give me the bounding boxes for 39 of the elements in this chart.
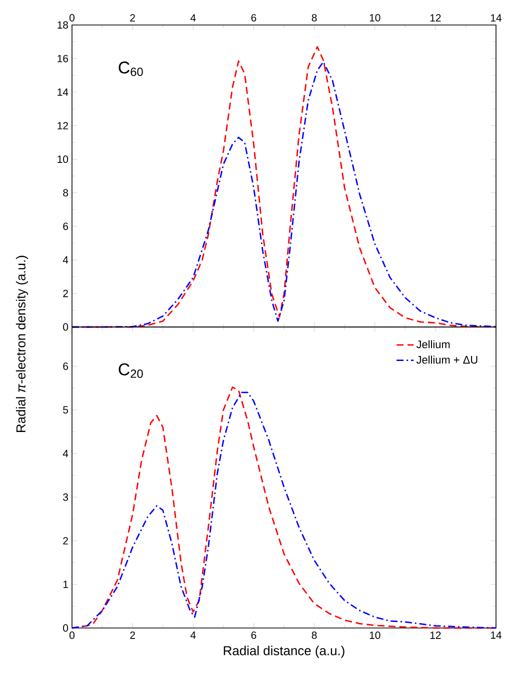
y-tick-label: 6 (63, 222, 68, 230)
x-tick-label: 6 (251, 632, 256, 639)
y-tick-label: 12 (58, 122, 68, 130)
x-tick-label: 4 (190, 632, 196, 639)
y-tick-label: 10 (58, 156, 68, 163)
y-tick-label: 16 (58, 54, 68, 62)
x-tick-label: 12 (430, 14, 441, 22)
x-tick-label: 14 (490, 632, 502, 639)
y-tick-label: 18 (58, 21, 68, 29)
x-tick-label: 10 (370, 632, 380, 639)
x-tick-label: 0 (70, 632, 74, 639)
x-tick-label: 12 (430, 632, 441, 639)
y-tick-label: 2 (63, 290, 68, 298)
x-tick-label: 10 (370, 14, 380, 22)
legend-label: Jellium (416, 340, 450, 348)
y-tick-label: 4 (62, 256, 68, 264)
y-tick-label: 6 (63, 362, 68, 370)
x-tick-label: 8 (312, 632, 317, 639)
annotation: C$_{60}$ (118, 62, 143, 76)
y-axis-title: Radial π-electron density (a.u.) (16, 256, 28, 432)
y-tick-label: 0 (63, 624, 68, 632)
y-tick-label: 14 (58, 88, 68, 96)
x-axis-title: Radial distance (a.u.) (224, 646, 344, 658)
y-tick-label: 5 (63, 406, 68, 414)
y-tick-label: 1 (63, 580, 68, 588)
annotation: C$_{20}$ (118, 363, 143, 378)
x-tick-label: 8 (312, 14, 317, 22)
y-tick-label: 8 (63, 189, 68, 196)
y-tick-label: 4 (62, 450, 68, 458)
x-tick-label: 6 (251, 14, 256, 22)
x-tick-label: 0 (70, 14, 74, 22)
legend-label: Jellium + ΔU (416, 356, 478, 364)
x-tick-label: 14 (490, 14, 502, 22)
y-tick-label: 0 (63, 323, 68, 331)
y-tick-label: 3 (63, 493, 68, 501)
y-tick-label: 2 (63, 537, 68, 544)
x-tick-label: 4 (190, 14, 196, 22)
x-tick-label: 2 (130, 14, 135, 22)
x-tick-label: 2 (130, 632, 135, 639)
